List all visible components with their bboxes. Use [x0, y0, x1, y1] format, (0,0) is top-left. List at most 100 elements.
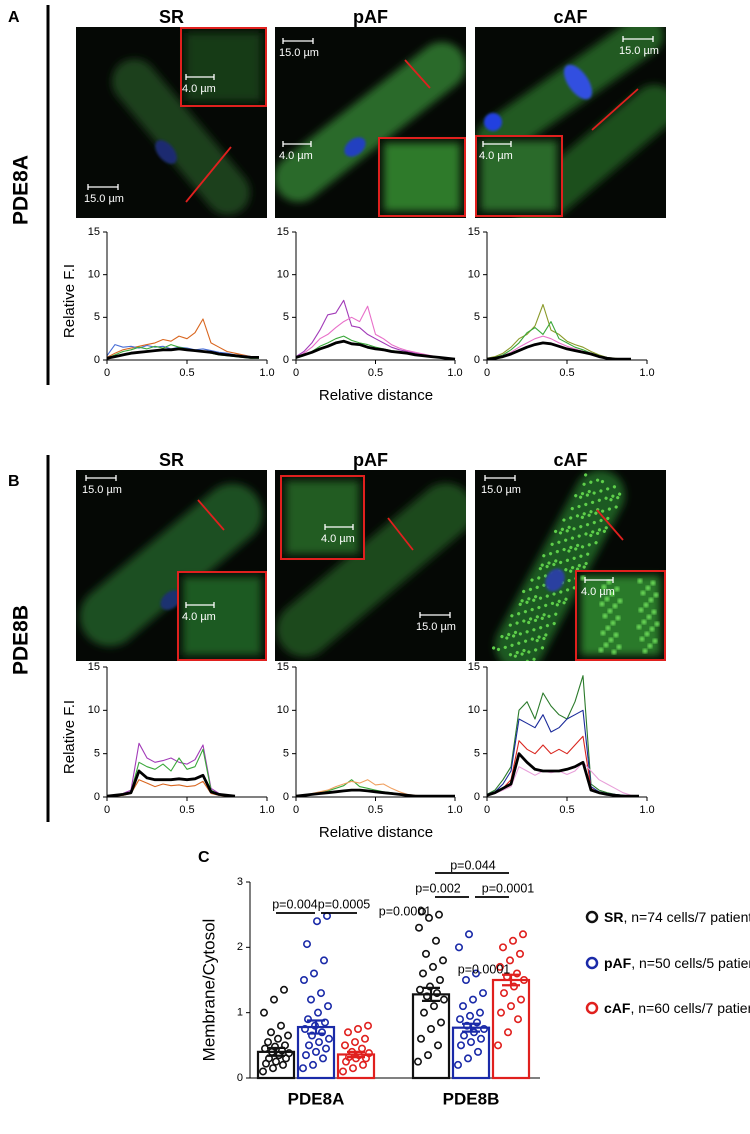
data-point — [478, 989, 487, 998]
legend-count: , n=74 cells/7 patients — [623, 909, 750, 925]
y-tick-label: 10 — [88, 269, 100, 281]
inset-puncta — [646, 614, 652, 620]
data-point — [439, 995, 448, 1004]
puncta — [537, 635, 541, 639]
puncta — [567, 549, 571, 553]
puncta — [554, 559, 558, 563]
puncta — [585, 523, 590, 527]
mean-profile — [106, 769, 236, 798]
puncta — [587, 489, 591, 494]
data-point — [429, 1002, 438, 1011]
data-point — [263, 1038, 272, 1047]
legend-name: cAF — [604, 1000, 631, 1016]
column-header: SR — [159, 7, 184, 27]
row-label: PDE8A — [10, 155, 33, 225]
scale-bar-label: 15.0 µm — [82, 484, 122, 496]
puncta — [503, 645, 507, 649]
puncta — [540, 563, 544, 567]
cell — [276, 483, 466, 657]
y-tick-label: 0 — [283, 791, 289, 803]
data-point — [434, 910, 443, 919]
data-point — [417, 907, 426, 916]
inset-puncta — [653, 592, 659, 598]
puncta — [555, 549, 559, 554]
legend-marker — [585, 1001, 599, 1015]
puncta — [572, 527, 576, 531]
inset-puncta — [608, 637, 614, 643]
puncta — [547, 614, 551, 618]
p-value: p=0.002 — [415, 881, 461, 895]
puncta — [523, 639, 528, 643]
y-tick-label: 15 — [468, 661, 480, 673]
puncta — [530, 578, 534, 582]
puncta — [550, 542, 554, 546]
error-bar — [502, 973, 520, 987]
data-point — [506, 1002, 515, 1011]
puncta — [585, 493, 589, 497]
puncta — [616, 496, 620, 500]
data-point — [415, 985, 424, 994]
puncta — [518, 602, 522, 606]
category-label: PDE8A — [288, 1089, 345, 1108]
data-point — [298, 1064, 307, 1073]
inset-puncta — [612, 603, 618, 609]
puncta — [572, 556, 576, 560]
puncta — [594, 511, 598, 515]
puncta — [587, 543, 591, 547]
data-point — [416, 1034, 425, 1043]
profile-line — [404, 59, 431, 89]
mean-profile — [486, 341, 631, 361]
puncta — [558, 531, 563, 535]
puncta — [576, 543, 580, 547]
data-point — [413, 1057, 422, 1066]
data-point — [461, 975, 470, 984]
x-tick-label: 1.0 — [447, 367, 462, 379]
cell — [79, 483, 263, 647]
puncta — [560, 527, 564, 531]
puncta — [592, 491, 596, 495]
inset-puncta — [616, 644, 622, 650]
x-tick-label: 1.0 — [639, 367, 654, 379]
puncta — [577, 504, 581, 509]
data-point — [463, 1054, 472, 1063]
puncta — [542, 636, 546, 641]
inset-puncta — [652, 638, 658, 644]
data-point — [471, 969, 480, 978]
y-tick-label: 0 — [94, 791, 100, 803]
inset-content — [286, 481, 359, 554]
error-bar — [267, 1046, 285, 1057]
puncta — [545, 564, 549, 569]
puncta — [584, 473, 588, 477]
row-label: PDE8B — [10, 605, 33, 675]
data-point — [475, 1008, 484, 1017]
inset-puncta — [602, 613, 608, 619]
nucleus — [563, 64, 593, 100]
inset-puncta — [643, 602, 649, 608]
puncta — [590, 500, 595, 504]
p-value: p=0.0005 — [318, 897, 371, 911]
puncta — [535, 638, 539, 643]
puncta — [570, 536, 575, 540]
puncta — [535, 615, 539, 619]
data-point — [312, 917, 321, 926]
x-axis-label: Relative distance — [319, 824, 433, 841]
column-header: pAF — [353, 7, 388, 27]
inset-puncta — [617, 598, 623, 604]
data-point — [303, 1015, 312, 1024]
data-point — [307, 1031, 316, 1040]
legend-label: SR, n=74 cells/7 patients — [604, 909, 750, 925]
data-point — [317, 1028, 326, 1037]
puncta — [512, 634, 516, 638]
puncta — [535, 585, 539, 589]
puncta — [513, 654, 517, 658]
data-point — [338, 1067, 347, 1076]
puncta — [584, 561, 588, 566]
data-point — [316, 989, 325, 998]
inset-content — [183, 577, 261, 655]
nucleus — [344, 137, 366, 157]
data-point — [283, 1031, 292, 1040]
data-point — [414, 923, 423, 932]
puncta — [591, 530, 595, 534]
legend-count: , n=60 cells/7 patients — [630, 1000, 750, 1016]
